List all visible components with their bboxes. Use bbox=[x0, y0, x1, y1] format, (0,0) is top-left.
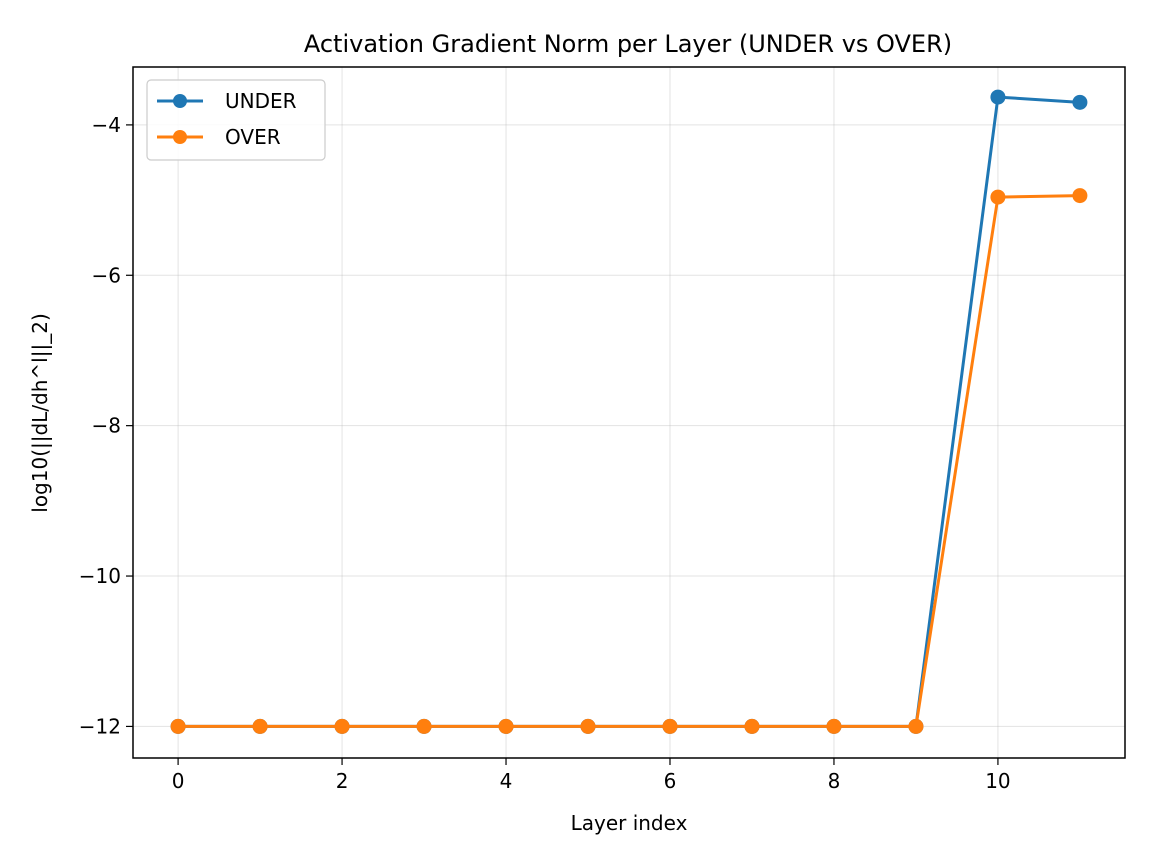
y-tick-label: −12 bbox=[79, 714, 121, 738]
x-tick-label: 8 bbox=[828, 769, 841, 793]
x-tick-label: 10 bbox=[985, 769, 1010, 793]
x-tick-label: 6 bbox=[664, 769, 677, 793]
y-tick-label: −10 bbox=[79, 564, 121, 588]
data-point-over bbox=[662, 718, 678, 734]
data-point-over bbox=[252, 718, 268, 734]
y-axis-ticks: −12 −10 −8 −6 −4 bbox=[79, 113, 133, 738]
legend-label-under: UNDER bbox=[225, 89, 297, 113]
y-tick-label: −6 bbox=[92, 263, 121, 287]
data-point-under bbox=[1072, 94, 1088, 110]
legend-marker-over bbox=[173, 130, 187, 144]
legend: UNDER OVER bbox=[146, 79, 326, 161]
x-axis-ticks: 0 2 4 6 8 10 bbox=[172, 758, 1011, 793]
x-tick-label: 2 bbox=[336, 769, 349, 793]
data-point-under bbox=[990, 89, 1006, 105]
x-tick-label: 0 bbox=[172, 769, 185, 793]
x-axis-label: Layer index bbox=[571, 811, 688, 835]
data-point-over bbox=[744, 718, 760, 734]
data-point-over bbox=[334, 718, 350, 734]
chart-title: Activation Gradient Norm per Layer (UNDE… bbox=[304, 30, 952, 58]
grid bbox=[133, 67, 1125, 758]
plot-frame bbox=[132, 66, 1126, 759]
data-point-over bbox=[826, 718, 842, 734]
data-point-over bbox=[170, 718, 186, 734]
series-layer bbox=[170, 89, 1088, 734]
data-point-over bbox=[498, 718, 514, 734]
series-line-over bbox=[178, 194, 1080, 728]
data-point-over bbox=[1072, 188, 1088, 204]
series-over bbox=[170, 188, 1088, 734]
data-point-over bbox=[580, 718, 596, 734]
y-axis-label: log10(||dL/dh^l||_2) bbox=[28, 313, 52, 512]
y-tick-label: −8 bbox=[92, 414, 121, 438]
legend-label-over: OVER bbox=[225, 125, 281, 149]
data-point-over bbox=[990, 189, 1006, 205]
data-point-over bbox=[908, 718, 924, 734]
x-tick-label: 4 bbox=[500, 769, 513, 793]
legend-marker-under bbox=[173, 94, 187, 108]
y-tick-label: −4 bbox=[92, 113, 121, 137]
data-point-over bbox=[416, 718, 432, 734]
